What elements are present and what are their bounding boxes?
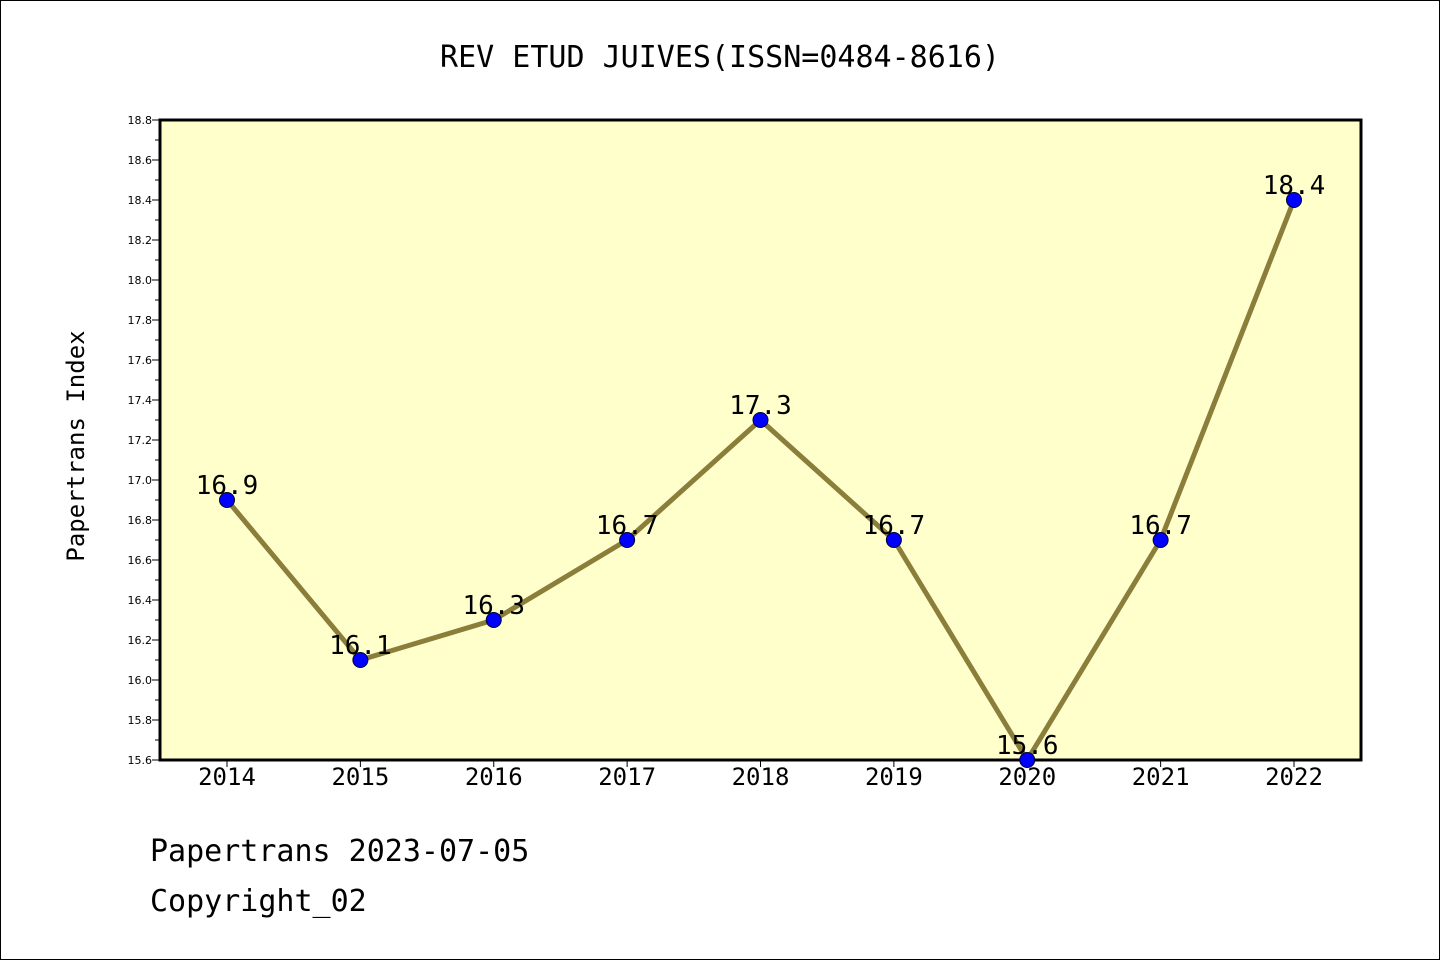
y-tick-label: 16.0: [128, 674, 153, 687]
y-tick-label: 15.8: [128, 714, 153, 727]
x-tick-label: 2016: [465, 763, 523, 791]
y-tick-label: 17.2: [128, 434, 153, 447]
x-tick-label: 2015: [331, 763, 389, 791]
y-tick-label: 18.8: [128, 114, 153, 127]
y-axis: 15.6 15.8 16.0 16.2 16.4 16.6 16.8 17.0 17.2 17.4…: [128, 114, 160, 767]
x-tick-label: 2022: [1265, 763, 1323, 791]
series-group: 16.9 16.1 16.3 16.7 17.3 16.7 15.6 16.7 18.4: [196, 171, 1326, 768]
data-point: [1019, 752, 1036, 768]
data-point: [352, 652, 369, 668]
data-label: 16.7: [596, 511, 659, 541]
data-label: 16.9: [196, 471, 259, 501]
plot-area: [158, 118, 1363, 762]
data-label: 16.1: [329, 631, 392, 661]
y-tick-label: 17.4: [128, 394, 153, 407]
y-tick-label: 17.0: [128, 474, 153, 487]
data-point: [1286, 192, 1302, 208]
y-tick-label: 18.0: [128, 274, 153, 287]
data-point: [1152, 532, 1169, 548]
x-tick-label: 2021: [1132, 763, 1190, 791]
y-tick-label: 17.8: [128, 314, 153, 327]
y-tick-label: 16.4: [128, 594, 153, 607]
y-tick-label: 18.4: [128, 194, 153, 207]
y-tick-label: 18.6: [128, 154, 153, 167]
data-point: [619, 532, 636, 548]
data-label: 17.3: [729, 391, 792, 421]
y-tick-label: 16.6: [128, 554, 153, 567]
y-tick-label: 18.2: [128, 234, 153, 247]
footer-date: Papertrans 2023-07-05: [150, 834, 530, 869]
y-axis-label: Papertrans Index: [62, 330, 90, 561]
y-tick-label: 17.6: [128, 354, 153, 367]
data-point: [219, 492, 235, 508]
data-label: 18.4: [1263, 171, 1326, 201]
data-label: 16.3: [462, 591, 525, 621]
y-tick-label: 16.8: [128, 514, 153, 527]
x-axis: 2014 2015 2016 2017 2018 2019 2020 2021 2022: [198, 760, 1323, 791]
footer-copyright: Copyright_02: [150, 884, 367, 919]
x-tick-label: 2014: [198, 763, 256, 791]
x-tick-label: 2019: [865, 763, 923, 791]
data-label: 16.7: [1129, 511, 1192, 541]
data-label: 15.6: [996, 731, 1059, 761]
y-tick-label: 15.6: [128, 754, 153, 767]
y-tick-label: 16.2: [128, 634, 153, 647]
data-point: [885, 532, 902, 548]
x-tick-label: 2018: [732, 763, 790, 791]
x-tick-label: 2017: [598, 763, 656, 791]
data-point: [485, 612, 502, 628]
chart-title: REV ETUD JUIVES(ISSN=0484-8616): [440, 40, 1000, 75]
data-label: 16.7: [863, 511, 926, 541]
data-point: [752, 412, 769, 428]
